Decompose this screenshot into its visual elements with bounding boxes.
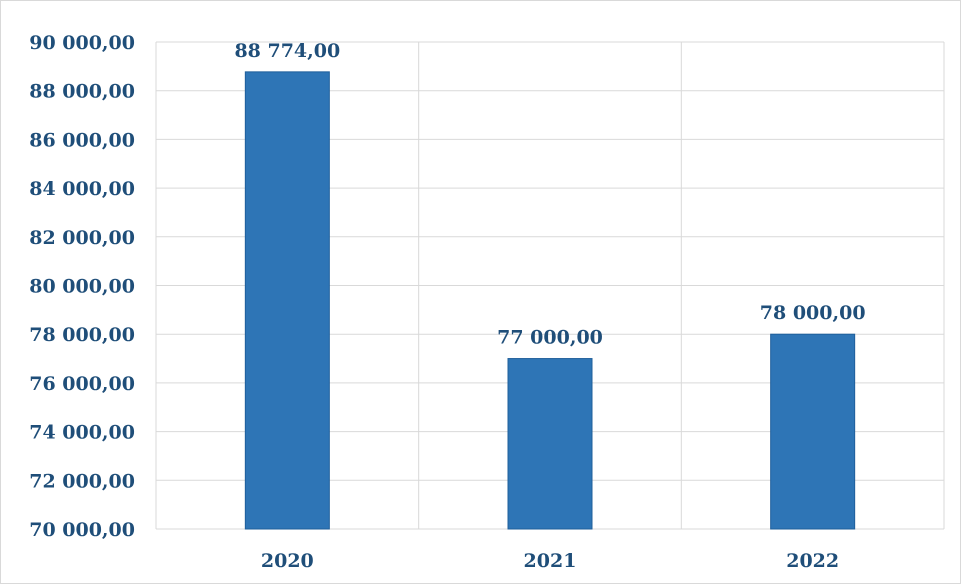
y-tick-label: 82 000,00 [29,227,135,249]
y-tick-label: 84 000,00 [29,178,135,200]
data-label-2021: 77 000,00 [497,327,603,349]
data-label-2020: 88 774,00 [234,40,340,62]
y-tick-label: 80 000,00 [29,276,135,298]
y-tick-label: 72 000,00 [29,470,135,492]
y-tick-label: 74 000,00 [29,422,135,444]
y-tick-label: 78 000,00 [29,324,135,346]
y-tick-label: 76 000,00 [29,373,135,395]
y-tick-label: 70 000,00 [29,519,135,541]
x-tick-label-2022: 2022 [786,550,839,572]
bars [244,71,856,530]
y-tick-label: 90 000,00 [29,32,135,54]
x-axis-category-labels: 2020 2021 2022 [261,550,839,572]
y-tick-label: 88 000,00 [29,81,135,103]
data-label-2022: 78 000,00 [760,302,866,324]
y-axis-tick-labels: 70 000,00 72 000,00 74 000,00 76 000,00 78 0… [29,32,135,541]
bar-2020 [244,71,330,530]
y-tick-label: 86 000,00 [29,129,135,151]
bar-2021 [507,358,593,530]
data-labels: 88 774,00 77 000,00 78 000,00 [234,40,865,349]
bar-2022 [770,333,856,530]
x-tick-label-2020: 2020 [261,550,314,572]
x-tick-label-2021: 2021 [524,550,577,572]
